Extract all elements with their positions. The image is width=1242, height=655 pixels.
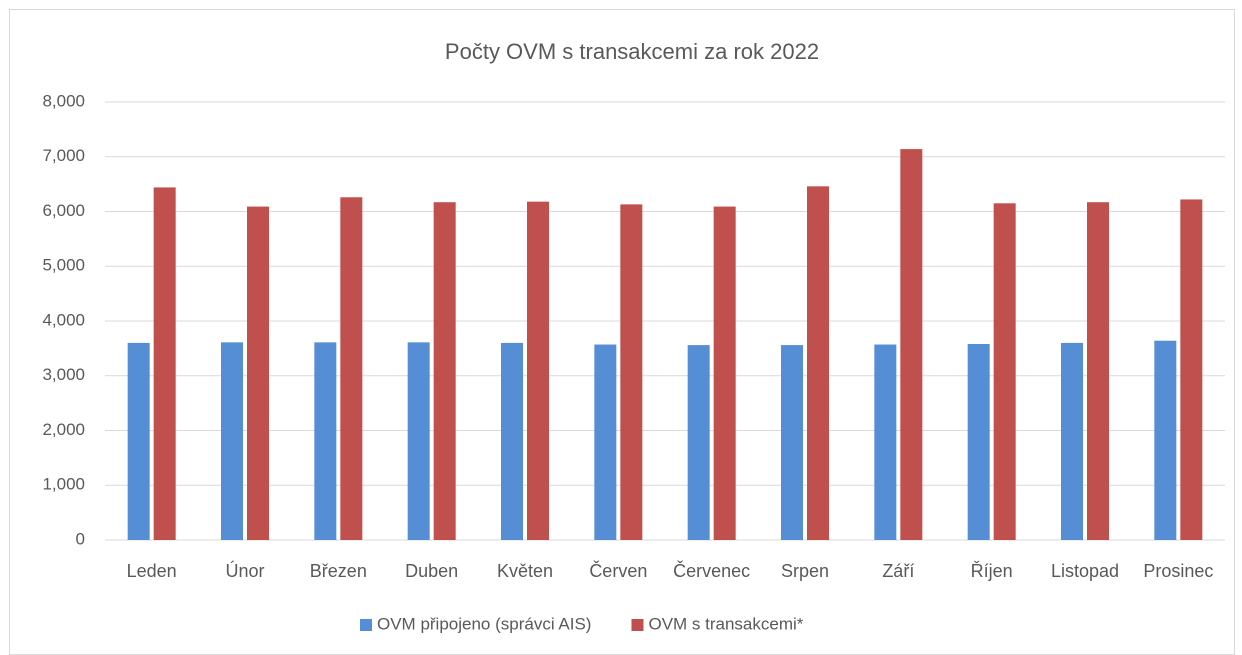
x-tick-label: Listopad [1051,561,1119,581]
bar [407,342,430,540]
x-tick-label: Září [882,561,914,581]
legend-swatch [360,619,372,631]
bar [713,206,736,540]
x-tick-label: Leden [127,561,177,581]
y-tick-label: 3,000 [42,365,85,384]
bar [900,149,923,540]
bar [221,342,243,540]
legend-swatch [631,619,644,631]
bar [620,204,643,540]
x-tick-label: Prosinec [1143,561,1213,581]
bar [340,197,363,540]
bar [1087,202,1109,540]
bar [433,202,456,540]
chart-title: Počty OVM s transakcemi za rok 2022 [445,39,819,64]
x-tick-label: Únor [225,560,264,581]
legend-label: OVM s transakcemi* [648,614,803,633]
bar [1154,340,1177,540]
y-tick-label: 2,000 [42,420,85,439]
x-tick-label: Duben [405,561,458,581]
y-tick-label: 5,000 [42,256,85,275]
y-tick-label: 6,000 [42,201,85,220]
y-tick-label: 0 [76,529,85,548]
bar [527,201,549,540]
bar [874,344,897,540]
bar [153,187,176,540]
bar [1180,199,1203,540]
bar [594,344,617,540]
x-tick-label: Říjen [971,561,1013,581]
y-tick-label: 1,000 [42,475,85,494]
x-tick-label: Březen [310,561,367,581]
bar [127,342,150,540]
y-tick-label: 4,000 [42,310,85,329]
bar [993,203,1016,540]
legend-label: OVM připojeno (správci AIS) [377,614,591,633]
bar [807,186,829,540]
bar [781,345,803,540]
bar [967,343,990,540]
x-tick-label: Květen [497,561,553,581]
bar [247,206,269,540]
bar [687,345,710,540]
x-tick-label: Srpen [781,561,829,581]
bar [501,342,523,540]
y-tick-label: 7,000 [42,146,85,165]
bar [1061,342,1083,540]
x-tick-label: Červenec [673,560,750,581]
y-tick-label: 8,000 [42,91,85,110]
x-tick-label: Červen [589,560,647,581]
bar [314,342,337,540]
